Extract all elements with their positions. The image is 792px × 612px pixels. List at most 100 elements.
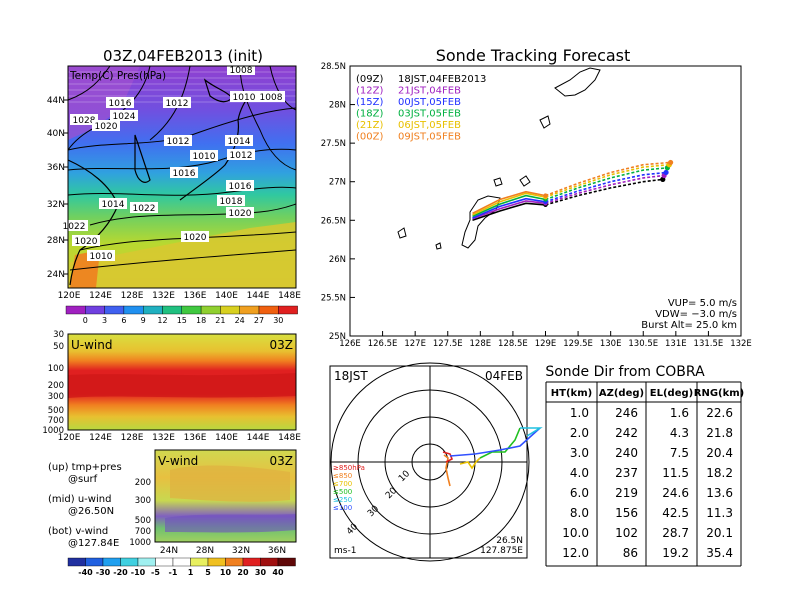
note-bot-2: @127.84E	[68, 538, 119, 549]
table-cell: 12.0	[562, 546, 589, 560]
uwind-y-tick: 1000	[42, 426, 64, 436]
colorbar-tick: 3	[102, 316, 107, 325]
colorbar-tick: 0	[83, 316, 88, 325]
legend-label: 06JST,05FEB	[398, 120, 461, 131]
isobar-label: 1012	[230, 151, 253, 161]
lat-tick-label: 24N	[47, 270, 65, 280]
level-label: ≤500	[333, 488, 352, 496]
colorbar-cell	[207, 557, 226, 567]
trajectory-ascent	[472, 190, 546, 215]
colorbar-tick: 6	[121, 316, 126, 325]
legend-label: 21JST,04FEB	[398, 86, 461, 97]
track-vdw: VDW= −3.0 m/s	[655, 309, 737, 320]
colorbar-cell	[278, 305, 298, 315]
isobar-label-bg	[217, 195, 245, 206]
track-lon-tick: 131E	[665, 339, 687, 349]
table-cell: 240	[615, 446, 638, 460]
table-cell: 10.0	[562, 526, 589, 540]
vwind-lat-tick: 32N	[232, 546, 250, 556]
table-cell: 1.0	[570, 406, 589, 420]
colorbar-cell	[239, 305, 260, 315]
isobar-label-bg	[230, 91, 258, 102]
uwind-y-tick: 100	[48, 364, 64, 374]
isobar-label: 1014	[228, 137, 251, 147]
trajectory-endpoint	[663, 169, 669, 176]
vwind-negative	[165, 514, 296, 533]
uwind-y-tick: 200	[48, 381, 64, 391]
table-cell: 8.0	[570, 506, 589, 520]
track-lon-tick: 130.5E	[628, 339, 658, 349]
hodograph-unit: ms-1	[334, 546, 356, 556]
colorbar-tick: 12	[157, 316, 167, 325]
isobar-label-bg	[226, 180, 254, 191]
trajectory-drift	[545, 163, 670, 198]
track-lon-tick: 129E	[535, 339, 557, 349]
legend-label: 00JST,05FEB	[398, 97, 461, 108]
colorbar-cell	[162, 305, 182, 315]
lon-tick-label: 132E	[152, 291, 175, 301]
track-lon-tick: 128.5E	[498, 339, 528, 349]
uwind-lon-tick: 120E	[58, 433, 81, 443]
colorbar-cell	[142, 305, 163, 315]
legend-code: (21Z)	[356, 120, 383, 131]
uwind-lon-tick: 140E	[215, 433, 238, 443]
isobar-label-bg	[257, 91, 285, 102]
level-label: ≤700	[333, 480, 352, 488]
track-panel: Sonde Tracking Forecast (09Z) 18JST,04FEB…	[321, 46, 752, 349]
colorbar-cell	[277, 557, 296, 567]
level-label: ≤100	[333, 504, 352, 512]
table-cell: 35.4	[706, 546, 733, 560]
legend-code: (12Z)	[356, 86, 383, 97]
colorbar-tick: -40	[78, 568, 93, 577]
isobar-label: 1012	[166, 99, 189, 109]
colorbar-tick: 40	[272, 568, 284, 577]
colorbar-tick: 5	[205, 568, 211, 577]
table-cell: 20.1	[706, 526, 733, 540]
colorbar-tick: 20	[237, 568, 249, 577]
colorbar-tick: -10	[131, 568, 146, 577]
track-burst: Burst Alt= 25.0 km	[641, 320, 737, 331]
track-lat-tick: 27N	[329, 178, 346, 188]
table-cell: 2.0	[570, 426, 589, 440]
jet-core	[68, 373, 296, 398]
legend-code: (18Z)	[356, 109, 383, 120]
colorbar-tick: 1	[188, 568, 194, 577]
cobra-table: Sonde Dir from COBRA HT(km) AZ(deg) EL(deg…	[545, 364, 744, 567]
isobar-label-bg	[164, 135, 192, 146]
colorbar-tick: 30	[255, 568, 267, 577]
track-lat-tick: 25N	[329, 332, 346, 342]
isobar-label: 1010	[90, 252, 113, 262]
uwind-lon-tick: 124E	[89, 433, 112, 443]
vwind-lat-ticks: 24N 28N 32N 36N	[160, 546, 286, 556]
isobar-label: 1020	[229, 209, 252, 219]
isobar-label-bg	[60, 220, 88, 231]
table-header: HT(km)	[551, 388, 592, 399]
lat-tick-label: 28N	[47, 236, 65, 246]
colorbar-cell	[65, 305, 86, 315]
table-cell: 6.0	[570, 486, 589, 500]
isobar-label-bg	[70, 114, 98, 125]
isobar-label: 1010	[233, 93, 256, 103]
isobar-label-bg	[226, 207, 254, 218]
track-lon-tick: 129.5E	[563, 339, 593, 349]
lon-tick-label: 148E	[278, 291, 301, 301]
vwind-y-tick: 1000	[129, 538, 151, 548]
legend-label: 09JST,05FEB	[398, 132, 461, 143]
colorbar-cell	[181, 305, 202, 315]
isobar-label-bg	[163, 97, 191, 108]
vwind-frame	[154, 449, 297, 543]
vwind-time: 03Z	[270, 454, 294, 468]
vwind-y-tick: 200	[135, 478, 151, 488]
trajectory-ascent	[472, 202, 546, 222]
colorbar-cell	[137, 557, 156, 567]
trajectory-ascent	[472, 197, 546, 219]
colorbar-cell	[242, 557, 261, 567]
trajectory-drift	[545, 167, 668, 201]
vwind-lat-tick: 24N	[160, 546, 178, 556]
colorbar-cell	[225, 557, 244, 567]
warm-zone	[70, 222, 296, 288]
colorbar-tick: 27	[254, 316, 264, 325]
trajectory-ascent	[472, 200, 546, 220]
